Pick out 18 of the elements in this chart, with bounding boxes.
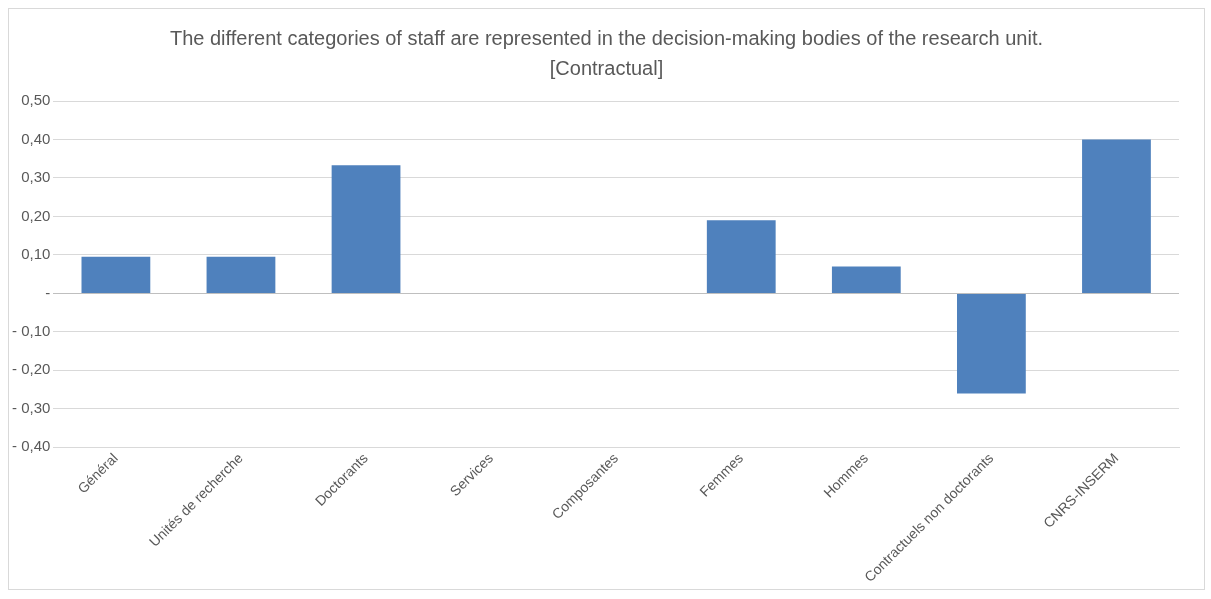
y-tick-label: - 0,20 xyxy=(12,360,51,378)
y-tick-label: 0,10 xyxy=(21,245,51,263)
y-tick-label: 0,30 xyxy=(21,168,51,186)
bar xyxy=(706,220,776,293)
bar xyxy=(1082,139,1151,293)
bar xyxy=(206,256,276,293)
y-tick-label: - 0,40 xyxy=(12,437,51,455)
bar xyxy=(331,165,401,293)
y-tick-label: - 0,10 xyxy=(12,322,51,340)
y-tick-label: 0,20 xyxy=(21,206,51,224)
y-tick-label: - 0,30 xyxy=(12,398,51,416)
bar xyxy=(81,256,151,293)
chart-title: The different categories of staff are represented in the decision-making bodies of the research unit. [Contractual] xyxy=(168,26,1045,81)
y-tick-label: 0,50 xyxy=(21,91,51,109)
y-tick-label: - xyxy=(45,283,51,301)
y-tick-label: 0,40 xyxy=(21,129,51,147)
bar xyxy=(957,293,1026,394)
bar xyxy=(831,266,901,293)
